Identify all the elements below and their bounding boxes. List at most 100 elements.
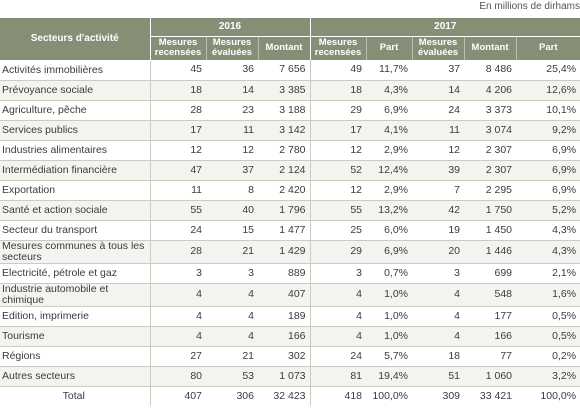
value-cell-2017: 2,1% bbox=[516, 263, 580, 284]
value-cell-2017: 699 bbox=[464, 263, 517, 284]
value-cell-2016: 23 bbox=[206, 100, 258, 121]
value-cell-2017: 6,9% bbox=[366, 240, 413, 264]
value-cell-2017: 19 bbox=[412, 220, 465, 241]
table-row: Prévoyance sociale 18 14 3 385 18 4,3% 14 4 206… bbox=[0, 80, 580, 101]
value-cell-2016: 2 420 bbox=[258, 180, 311, 201]
header-row-years: Secteurs d'activité 2016 2017 bbox=[0, 18, 580, 61]
value-cell-2017: 0,5% bbox=[516, 326, 580, 347]
value-cell-2017: 3,2% bbox=[516, 366, 580, 387]
value-cell-2017: 14 bbox=[412, 80, 465, 101]
col-header-part-recensees-2017: Part bbox=[365, 36, 413, 60]
value-cell-2016: 4 bbox=[206, 306, 258, 327]
value-cell-2017: 4 bbox=[309, 306, 367, 327]
value-cell-2017: 29 bbox=[309, 240, 367, 264]
sector-cell: Autres secteurs bbox=[0, 366, 150, 387]
col-header-montant-2017: Montant bbox=[463, 36, 517, 60]
value-cell-2016: 302 bbox=[258, 346, 311, 367]
sector-cell: Tourisme bbox=[0, 326, 150, 347]
value-cell-2017: 4 bbox=[412, 326, 465, 347]
table-row: Services publics 17 11 3 142 17 4,1% 11 3 074 9,… bbox=[0, 120, 580, 141]
total-cell-2016: 306 bbox=[206, 385, 258, 406]
value-cell-2016: 407 bbox=[258, 283, 311, 307]
year-2017-header: 2017 bbox=[309, 18, 580, 37]
value-cell-2017: 25,4% bbox=[516, 60, 580, 81]
total-cell-2017: 100,0% bbox=[516, 385, 580, 406]
value-cell-2016: 1 073 bbox=[258, 366, 311, 387]
value-cell-2017: 2 295 bbox=[464, 180, 517, 201]
value-cell-2016: 36 bbox=[206, 60, 258, 81]
value-cell-2017: 11,7% bbox=[366, 60, 413, 81]
sector-cell: Régions bbox=[0, 346, 150, 367]
value-cell-2016: 40 bbox=[206, 200, 258, 221]
value-cell-2016: 4 bbox=[149, 306, 206, 327]
value-cell-2017: 6,9% bbox=[366, 100, 413, 121]
value-cell-2017: 2,9% bbox=[366, 140, 413, 161]
col-header-mesures-recensees-2016: Mesures recensées bbox=[149, 36, 206, 60]
table-row: Agriculture, pêche 28 23 3 188 29 6,9% 24 3 373… bbox=[0, 100, 580, 121]
sector-cell: Services publics bbox=[0, 120, 150, 141]
table-row: Electricité, pétrole et gaz 3 3 889 3 0,7% 3 69… bbox=[0, 263, 580, 284]
col-header-mesures-evaluees-2016: Mesures évaluées bbox=[205, 36, 258, 60]
total-row: Total 407 306 32 423 418 100,0% 309 33 421 100,0… bbox=[0, 385, 580, 406]
value-cell-2016: 21 bbox=[206, 346, 258, 367]
total-label: Total bbox=[0, 385, 150, 406]
total-cell-2017: 33 421 bbox=[464, 385, 517, 406]
unit-note: En millions de dirhams bbox=[479, 1, 580, 12]
value-cell-2016: 12 bbox=[149, 140, 206, 161]
value-cell-2016: 24 bbox=[149, 220, 206, 241]
value-cell-2017: 548 bbox=[464, 283, 517, 307]
value-cell-2017: 37 bbox=[412, 60, 465, 81]
value-cell-2017: 4 bbox=[412, 283, 465, 307]
sector-cell: Activités immobilières bbox=[0, 60, 150, 81]
value-cell-2016: 889 bbox=[258, 263, 311, 284]
value-cell-2017: 42 bbox=[412, 200, 465, 221]
value-cell-2016: 1 796 bbox=[258, 200, 311, 221]
table-row: Edition, imprimerie 4 4 189 4 1,0% 4 177 0,5% bbox=[0, 306, 580, 327]
sector-cell: Agriculture, pêche bbox=[0, 100, 150, 121]
col-header-part-montant-2017: Part bbox=[515, 36, 580, 60]
value-cell-2017: 29 bbox=[309, 100, 367, 121]
value-cell-2017: 1,0% bbox=[366, 306, 413, 327]
table-row: Exportation 11 8 2 420 12 2,9% 7 2 295 6,9% bbox=[0, 180, 580, 201]
value-cell-2017: 17 bbox=[309, 120, 367, 141]
sector-cell: Industrie automobile et chimique bbox=[0, 283, 150, 307]
value-cell-2017: 20 bbox=[412, 240, 465, 264]
value-cell-2016: 3 142 bbox=[258, 120, 311, 141]
year-2016-header: 2016 bbox=[149, 18, 311, 37]
value-cell-2016: 8 bbox=[206, 180, 258, 201]
value-cell-2016: 4 bbox=[206, 283, 258, 307]
value-cell-2017: 24 bbox=[412, 100, 465, 121]
value-cell-2016: 1 477 bbox=[258, 220, 311, 241]
value-cell-2016: 47 bbox=[149, 160, 206, 181]
value-cell-2017: 1,0% bbox=[366, 326, 413, 347]
value-cell-2017: 12 bbox=[412, 140, 465, 161]
value-cell-2017: 10,1% bbox=[516, 100, 580, 121]
value-cell-2017: 166 bbox=[464, 326, 517, 347]
table-row: Autres secteurs 80 53 1 073 81 19,4% 51 1 060 3,… bbox=[0, 366, 580, 387]
table-body: Activités immobilières 45 36 7 656 49 11,7% 37… bbox=[0, 60, 580, 406]
value-cell-2016: 45 bbox=[149, 60, 206, 81]
col-header-montant-2016: Montant bbox=[257, 36, 311, 60]
value-cell-2016: 53 bbox=[206, 366, 258, 387]
value-cell-2017: 52 bbox=[309, 160, 367, 181]
table-row: Mesures communes à tous les secteurs 28 21… bbox=[0, 240, 580, 264]
value-cell-2017: 24 bbox=[309, 346, 367, 367]
value-cell-2016: 18 bbox=[149, 80, 206, 101]
table-row: Industries alimentaires 12 12 2 780 12 2,9% 12… bbox=[0, 140, 580, 161]
value-cell-2017: 2,9% bbox=[366, 180, 413, 201]
value-cell-2016: 28 bbox=[149, 100, 206, 121]
value-cell-2017: 12,4% bbox=[366, 160, 413, 181]
value-cell-2017: 18 bbox=[412, 346, 465, 367]
value-cell-2017: 25 bbox=[309, 220, 367, 241]
sector-cell: Prévoyance sociale bbox=[0, 80, 150, 101]
col-header-mesures-evaluees-2017: Mesures évaluées bbox=[411, 36, 465, 60]
table-row: Santé et action sociale 55 40 1 796 55 13,2% 4… bbox=[0, 200, 580, 221]
value-cell-2017: 5,2% bbox=[516, 200, 580, 221]
value-cell-2017: 4,3% bbox=[516, 220, 580, 241]
value-cell-2016: 4 bbox=[206, 326, 258, 347]
value-cell-2017: 1 060 bbox=[464, 366, 517, 387]
value-cell-2017: 4 bbox=[309, 283, 367, 307]
table-row: Tourisme 4 4 166 4 1,0% 4 166 0,5% bbox=[0, 326, 580, 347]
value-cell-2016: 7 656 bbox=[258, 60, 311, 81]
table-row: Activités immobilières 45 36 7 656 49 11,7% 37… bbox=[0, 60, 580, 81]
